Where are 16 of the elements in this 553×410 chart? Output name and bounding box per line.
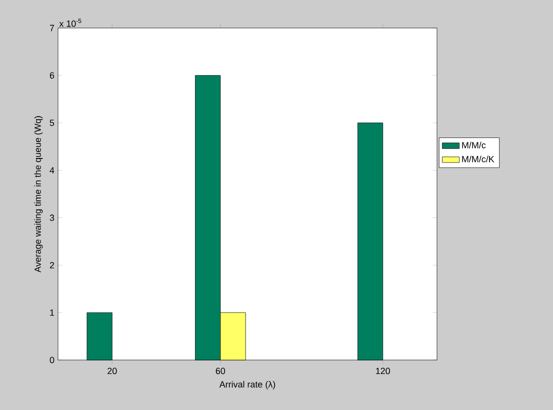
y-tick-label: 4 — [50, 167, 54, 174]
x-tick-label: 20 — [108, 368, 117, 374]
y-tick-label: 0 — [50, 356, 54, 364]
text: x 10$^{-5}$ — [59, 18, 82, 27]
x-tick-label: 120 — [376, 368, 390, 374]
y-axis-title: Average waiting time in the queue (Wq) — [34, 116, 43, 272]
x-tick-label: 60 — [216, 368, 226, 374]
x-axis-title: Arrival rate (λ) — [219, 380, 276, 390]
y-tick-label: 6 — [50, 72, 54, 79]
y-tick-label: 2 — [50, 262, 54, 268]
y-tick-label: 1 — [50, 309, 54, 316]
y-tick-label: 3 — [50, 214, 54, 221]
legend-label: M/M/c — [462, 142, 486, 148]
legend-label: M/M/c/K — [462, 156, 494, 162]
y-tick-label: 5 — [50, 120, 54, 126]
y-tick-label: 7 — [50, 24, 54, 32]
